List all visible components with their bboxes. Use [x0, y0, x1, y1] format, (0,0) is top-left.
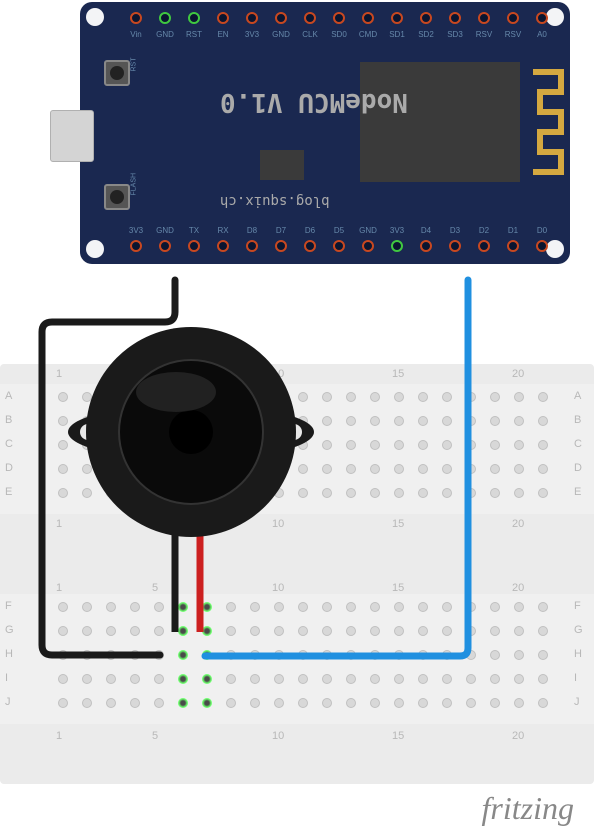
fritzing-logo: fritzing — [482, 790, 574, 827]
buzzer — [66, 327, 316, 657]
